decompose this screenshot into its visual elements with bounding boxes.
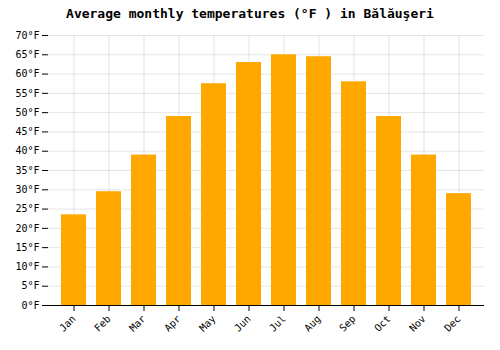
svg-text:Mar: Mar xyxy=(127,313,148,334)
svg-text:Sep: Sep xyxy=(337,313,358,334)
svg-text:15°F: 15°F xyxy=(15,242,39,253)
svg-text:35°F: 35°F xyxy=(15,165,39,176)
svg-text:Nov: Nov xyxy=(407,313,428,334)
svg-text:Apr: Apr xyxy=(162,313,183,334)
svg-text:0°F: 0°F xyxy=(21,300,39,311)
svg-text:65°F: 65°F xyxy=(15,49,39,60)
svg-text:20°F: 20°F xyxy=(15,223,39,234)
svg-text:40°F: 40°F xyxy=(15,145,39,156)
svg-text:Oct: Oct xyxy=(372,313,393,334)
svg-text:Jan: Jan xyxy=(57,313,78,334)
svg-text:60°F: 60°F xyxy=(15,68,39,79)
svg-text:45°F: 45°F xyxy=(15,126,39,137)
svg-text:30°F: 30°F xyxy=(15,184,39,195)
html-text:Average monthly temperatures (: Average monthly temperatures (°F ) in Bă… xyxy=(66,6,434,21)
svg-text:5°F: 5°F xyxy=(21,280,39,291)
svg-text:Feb: Feb xyxy=(92,313,113,334)
svg-text:Jul: Jul xyxy=(267,313,288,334)
svg-text:70°F: 70°F xyxy=(15,30,39,41)
svg-text:Jun: Jun xyxy=(232,313,253,334)
svg-text:50°F: 50°F xyxy=(15,107,39,118)
svg-text:25°F: 25°F xyxy=(15,203,39,214)
svg-text:May: May xyxy=(197,313,218,334)
svg-text:Dec: Dec xyxy=(442,313,463,334)
svg-text:55°F: 55°F xyxy=(15,88,39,99)
svg-text:10°F: 10°F xyxy=(15,261,39,272)
svg-text:Aug: Aug xyxy=(302,313,323,334)
